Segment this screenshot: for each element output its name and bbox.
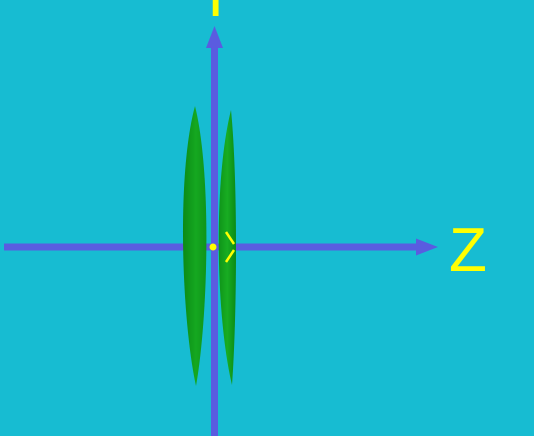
y-axis-arrowhead [206, 26, 223, 48]
y-axis-label: Y [195, 0, 236, 30]
lens-left [182, 106, 207, 386]
y-axis-line [211, 42, 218, 436]
origin-marker [209, 243, 217, 251]
lens-right [218, 110, 236, 385]
z-axis-label: Z [449, 216, 487, 285]
origin-glint-icon [224, 231, 236, 263]
z-axis-arrowhead [416, 238, 438, 256]
